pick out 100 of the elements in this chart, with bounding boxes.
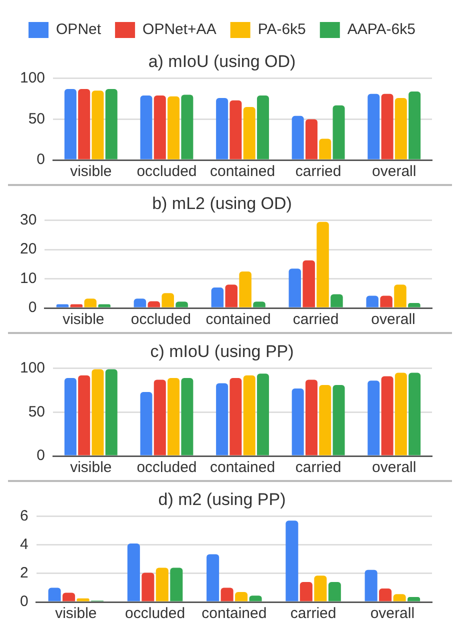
bar (393, 594, 406, 602)
bar (332, 105, 345, 160)
x-tick-label: contained (210, 163, 276, 180)
bar (220, 588, 234, 602)
bar (62, 592, 76, 602)
bar (328, 582, 341, 602)
legend-label: PA-6k5 (258, 21, 306, 38)
bar (302, 260, 315, 308)
bar (162, 293, 174, 308)
x-tick-label: occluded (136, 459, 197, 476)
bar (408, 91, 421, 160)
bar (368, 94, 380, 160)
bar (154, 96, 166, 160)
bar (381, 94, 394, 160)
x-tick-label: carried (295, 459, 342, 476)
bar (379, 588, 392, 602)
y-tick-label: 50 (28, 403, 46, 420)
bar (230, 100, 242, 160)
bar (235, 592, 248, 602)
x-tick-label: overall (372, 459, 416, 476)
bar (394, 284, 406, 308)
y-tick-label: 6 (20, 508, 28, 525)
y-tick-label: 20 (20, 240, 37, 258)
bar (216, 98, 228, 160)
bar (380, 296, 392, 308)
x-tick-label: contained (202, 605, 267, 622)
bar (78, 89, 90, 160)
bar (48, 588, 61, 602)
y-tick-label: 10 (20, 270, 37, 287)
bar (176, 302, 188, 308)
bar (316, 222, 329, 308)
bar (168, 96, 180, 160)
bar (140, 96, 152, 160)
x-tick-label: visible (62, 311, 104, 328)
x-tick-label: overall (372, 163, 416, 180)
bar (288, 268, 302, 308)
bar (253, 302, 266, 308)
x-tick-label: visible (55, 605, 97, 622)
y-tick-label: 0 (28, 299, 37, 316)
legend-label: OPNet (56, 21, 102, 38)
bar (256, 96, 269, 160)
bar (156, 568, 168, 602)
x-tick-label: contained (210, 459, 276, 476)
bar (364, 570, 378, 602)
bar (92, 90, 104, 160)
bar (286, 520, 298, 602)
x-tick-label: contained (206, 311, 271, 328)
bar (330, 294, 343, 308)
y-tick-label: 0 (36, 447, 46, 464)
bar (206, 554, 220, 602)
x-tick-label: carried (292, 311, 339, 328)
y-tick-label: 2 (20, 564, 28, 582)
y-tick-label: 100 (20, 360, 46, 377)
bar (76, 598, 90, 602)
bar (225, 284, 238, 308)
bar (243, 106, 256, 160)
y-tick-label: 0 (36, 151, 46, 168)
bar (314, 576, 327, 602)
x-tick-label: overall (370, 605, 415, 622)
bar (98, 304, 110, 308)
chart-title: a) mIoU (using OD) (148, 52, 296, 71)
chart-title: d) m2 (using PP) (158, 490, 286, 509)
x-tick-label: visible (70, 163, 112, 180)
legend-label: AAPA-6k5 (347, 21, 416, 38)
x-tick-label: occluded (136, 163, 197, 180)
y-tick-label: 50 (28, 110, 46, 128)
x-tick-label: carried (295, 163, 342, 180)
bar (170, 568, 183, 602)
bar (300, 582, 312, 602)
bar (56, 304, 69, 308)
x-tick-label: carried (290, 605, 336, 622)
bar (148, 301, 160, 308)
bar (305, 119, 318, 160)
bar (134, 298, 146, 308)
x-tick-label: occluded (125, 605, 186, 622)
y-tick-label: 4 (20, 536, 28, 554)
x-tick-label: overall (371, 311, 416, 328)
bar (181, 94, 194, 160)
bar (408, 597, 420, 602)
legend-label: OPNet+AA (142, 21, 216, 38)
bar (408, 303, 420, 308)
bar (239, 272, 252, 308)
bar (366, 296, 378, 308)
bar (127, 544, 140, 602)
bar (105, 89, 118, 160)
bar (211, 288, 224, 308)
bar (292, 116, 304, 160)
bar (64, 89, 76, 160)
bar (394, 98, 407, 160)
chart-title: c) mIoU (using PP) (150, 342, 294, 361)
bar (142, 572, 154, 602)
bar (70, 304, 83, 308)
y-tick-label: 30 (20, 212, 37, 229)
bar (249, 596, 262, 602)
x-tick-label: visible (70, 459, 112, 476)
chart-title: b) mL2 (using OD) (152, 194, 292, 213)
bar (319, 138, 332, 160)
y-tick-label: 0 (20, 593, 28, 610)
bar (84, 298, 97, 308)
y-tick-label: 100 (20, 70, 46, 87)
